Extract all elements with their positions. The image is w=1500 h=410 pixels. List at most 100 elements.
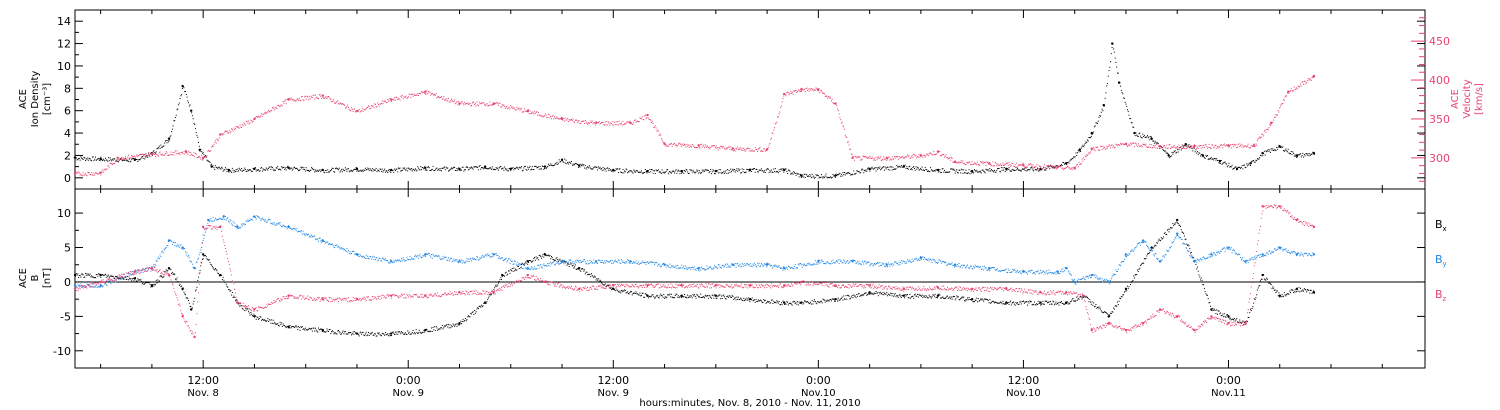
trace-dot-0-0-1484 bbox=[1216, 158, 1218, 160]
trace-dot-0-0-186 bbox=[218, 166, 220, 168]
trace-dot-0-1-920 bbox=[782, 98, 784, 100]
trace-dot-1-0-1194 bbox=[993, 301, 995, 303]
trace-dot-0-0-551 bbox=[498, 167, 500, 169]
trace-dot-0-1-1605 bbox=[1309, 78, 1311, 80]
trace-dot-1-0-42 bbox=[107, 276, 109, 278]
trace-dot-1-0-719 bbox=[627, 293, 629, 295]
trace-dot-0-0-958 bbox=[811, 173, 813, 175]
trace-dot-0-1-88 bbox=[142, 153, 144, 155]
trace-dot-0-0-1371 bbox=[1129, 118, 1131, 120]
trace-dot-0-1-146 bbox=[187, 153, 189, 155]
trace-dot-0-1-75 bbox=[132, 155, 134, 157]
trace-dot-0-1-523 bbox=[477, 104, 479, 106]
trace-dot-0-0-528 bbox=[481, 167, 483, 169]
trace-dot-0-1-119 bbox=[166, 152, 168, 154]
trace-dot-1-0-1004 bbox=[847, 294, 849, 296]
trace-dot-0-0-1081 bbox=[906, 166, 908, 168]
trace-dot-0-0-307 bbox=[311, 167, 313, 169]
trace-dot-0-1-496 bbox=[456, 101, 458, 103]
trace-dot-1-0-420 bbox=[397, 331, 399, 333]
trace-dot-0-0-279 bbox=[289, 168, 291, 170]
trace-dot-0-1-1292 bbox=[1068, 167, 1070, 169]
trace-dot-0-1-398 bbox=[381, 102, 383, 104]
trace-dot-1-0-276 bbox=[287, 326, 289, 328]
trace-dot-0-0-579 bbox=[520, 167, 522, 169]
trace-dot-0-0-555 bbox=[501, 168, 503, 170]
trace-dot-1-0-1032 bbox=[868, 293, 870, 295]
trace-dot-0-0-51 bbox=[114, 158, 116, 160]
trace-dot-0-0-936 bbox=[794, 172, 796, 174]
trace-dot-0-0-606 bbox=[541, 168, 543, 170]
trace-dot-1-0-1028 bbox=[865, 292, 867, 294]
trace-dot-0-1-1529 bbox=[1250, 145, 1252, 147]
trace-dot-0-0-787 bbox=[680, 170, 682, 172]
trace-dot-0-0-1087 bbox=[910, 168, 912, 170]
trace-dot-1-0-284 bbox=[293, 326, 295, 328]
trace-dot-0-0-1100 bbox=[920, 169, 922, 171]
trace-dot-0-0-1508 bbox=[1234, 167, 1236, 169]
trace-dot-0-0-264 bbox=[278, 169, 280, 171]
trace-dot-0-1-1311 bbox=[1083, 157, 1085, 159]
trace-dot-0-0-1032 bbox=[868, 169, 870, 171]
trace-dot-0-0-785 bbox=[678, 170, 680, 172]
trace-dot-0-0-303 bbox=[308, 170, 310, 172]
trace-dot-1-0-408 bbox=[388, 333, 390, 335]
trace-dot-0-1-373 bbox=[361, 107, 363, 109]
trace-dot-0-0-690 bbox=[605, 170, 607, 172]
trace-dot-0-1-1310 bbox=[1082, 160, 1084, 162]
trace-dot-0-1-1556 bbox=[1271, 122, 1273, 124]
trace-dot-1-0-734 bbox=[639, 292, 641, 294]
trace-dot-0-1-488 bbox=[450, 100, 452, 102]
trace-dot-1-0-994 bbox=[839, 299, 841, 301]
trace-dot-0-0-578 bbox=[519, 167, 521, 169]
trace-dot-1-0-87 bbox=[141, 283, 143, 285]
trace-dot-0-0-571 bbox=[514, 167, 516, 169]
trace-dot-1-0-280 bbox=[290, 327, 292, 329]
trace-dot-1-0-620 bbox=[551, 257, 553, 259]
trace-dot-0-1-1356 bbox=[1117, 144, 1119, 146]
trace-dot-0-0-1067 bbox=[895, 168, 897, 170]
trace-dot-0-1-1224 bbox=[1016, 162, 1018, 164]
trace-dot-1-0-998 bbox=[842, 299, 844, 301]
trace-dot-1-0-166 bbox=[202, 258, 204, 260]
data-point-1-0-7 bbox=[201, 253, 205, 256]
trace-dot-0-1-844 bbox=[724, 148, 726, 150]
trace-dot-0-0-1050 bbox=[882, 166, 884, 168]
trace-dot-0-1-1432 bbox=[1176, 146, 1178, 148]
trace-dot-0-1-1497 bbox=[1226, 144, 1228, 146]
trace-dot-0-1-652 bbox=[576, 119, 578, 121]
trace-dot-0-1-1548 bbox=[1265, 132, 1267, 134]
trace-dot-1-0-878 bbox=[750, 298, 752, 300]
trace-dot-1-0-1412 bbox=[1160, 237, 1162, 239]
trace-dot-1-0-848 bbox=[727, 295, 729, 297]
trace-dot-1-0-842 bbox=[722, 295, 724, 297]
trace-dot-1-0-496 bbox=[456, 325, 458, 327]
trace-dot-0-0-108 bbox=[158, 147, 160, 149]
trace-dot-1-0-1041 bbox=[875, 291, 877, 293]
trace-dot-0-0-664 bbox=[585, 168, 587, 170]
trace-dot-0-0-774 bbox=[670, 172, 672, 174]
trace-dot-1-0-900 bbox=[767, 300, 769, 302]
trace-dot-0-0-405 bbox=[386, 170, 388, 172]
trace-dot-1-0-333 bbox=[331, 331, 333, 333]
trace-dot-0-1-517 bbox=[472, 101, 474, 103]
trace-dot-1-0-673 bbox=[592, 276, 594, 278]
trace-dot-0-1-505 bbox=[463, 104, 465, 106]
trace-dot-0-1-91 bbox=[144, 153, 146, 155]
trace-dot-1-0-297 bbox=[303, 328, 305, 330]
trace-dot-1-0-2 bbox=[76, 274, 78, 276]
trace-dot-0-1-132 bbox=[176, 150, 178, 152]
trace-dot-0-0-343 bbox=[338, 167, 340, 169]
trace-dot-0-1-1233 bbox=[1023, 165, 1025, 167]
trace-dot-0-1-641 bbox=[567, 121, 569, 123]
trace-dot-1-0-445 bbox=[417, 333, 419, 335]
trace-dot-0-1-1505 bbox=[1232, 143, 1234, 145]
trace-dot-0-0-472 bbox=[437, 169, 439, 171]
trace-dot-1-0-271 bbox=[283, 324, 285, 326]
trace-dot-0-1-1510 bbox=[1236, 147, 1238, 149]
trace-dot-1-0-279 bbox=[289, 325, 291, 327]
trace-dot-0-1-932 bbox=[791, 91, 793, 93]
trace-dot-1-0-855 bbox=[732, 295, 734, 297]
trace-dot-1-0-862 bbox=[737, 296, 739, 298]
trace-dot-1-0-492 bbox=[453, 324, 455, 326]
